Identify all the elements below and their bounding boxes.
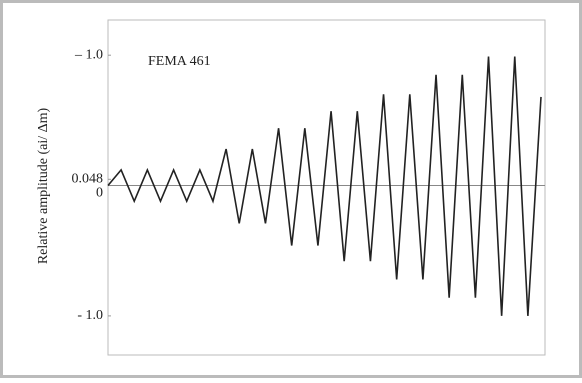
y-tick-label: - 1.0 <box>77 308 103 323</box>
plot-area <box>107 19 546 356</box>
y-tick-label: 0 <box>96 186 103 201</box>
y-axis-label: Relative amplitude (ai/ Δm) <box>36 107 51 264</box>
annotation: FEMA 461 <box>148 54 211 69</box>
line-series <box>107 56 542 316</box>
y-tick-label: 0.048 <box>72 172 104 187</box>
y-tick-label: – 1.0 <box>74 47 103 62</box>
